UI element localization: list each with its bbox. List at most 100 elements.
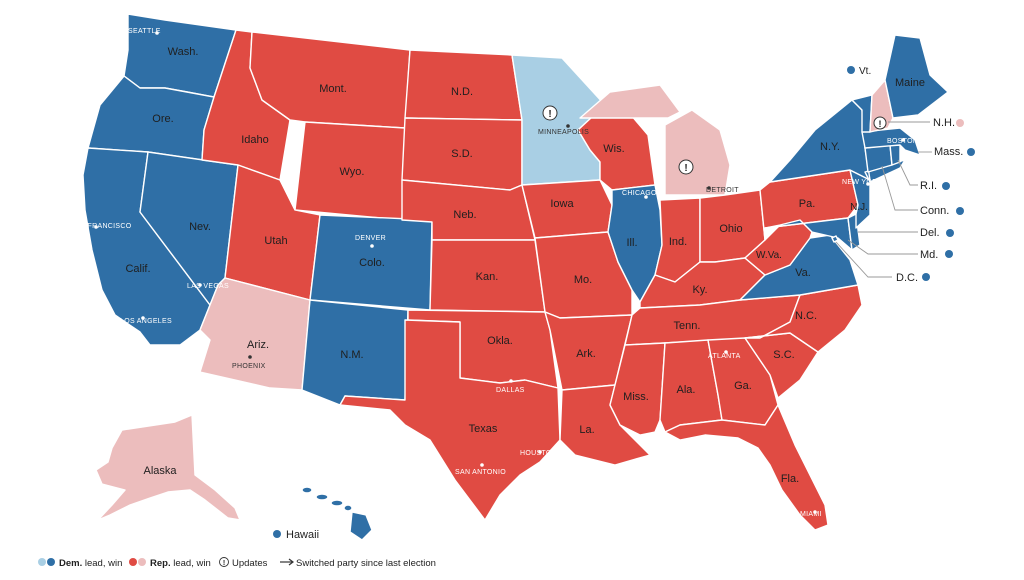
city-atlanta: ATLANTA [708, 350, 741, 360]
svg-text:!: ! [223, 560, 225, 567]
legend-switched: Switched party since last election [296, 558, 436, 569]
svg-text:!: ! [684, 163, 687, 174]
svg-text:ATLANTA: ATLANTA [708, 353, 741, 360]
svg-text:!: ! [879, 119, 882, 129]
svg-text:NEW YORK: NEW YORK [842, 179, 882, 186]
state-nd[interactable] [404, 49, 523, 121]
label-ok: Okla. [487, 335, 513, 347]
svg-text:Md.: Md. [920, 249, 938, 261]
city-houston: HOUSTON [520, 450, 557, 457]
label-tx: Texas [469, 423, 498, 435]
callout-ma: Mass. [918, 146, 975, 158]
label-az: Ariz. [247, 339, 269, 351]
city-san-francisco: SAN FRANCISCO [70, 223, 131, 230]
svg-text:!: ! [548, 109, 551, 120]
label-ky: Ky. [692, 284, 707, 296]
city-chicago: CHICAGO [622, 190, 657, 199]
svg-text:R.I.: R.I. [920, 180, 937, 192]
city-denver: DENVER [355, 235, 386, 248]
city-dallas: DALLAS [496, 379, 525, 394]
callout-md: Md. [847, 239, 953, 261]
update-marker-nh[interactable]: ! [873, 116, 887, 130]
svg-text:MIAMI: MIAMI [800, 511, 822, 518]
callout-ct: Conn. [881, 165, 964, 217]
svg-text:DALLAS: DALLAS [496, 387, 525, 394]
callout-vt: Vt. [847, 66, 871, 77]
state-ma[interactable] [861, 127, 921, 156]
label-il: Ill. [627, 237, 638, 249]
label-la: La. [579, 424, 594, 436]
state-dc[interactable] [831, 235, 839, 243]
svg-text:SEATTLE: SEATTLE [128, 28, 161, 35]
label-sd: S.D. [451, 148, 472, 160]
svg-text:LAS VEGAS: LAS VEGAS [187, 283, 229, 290]
label-wi: Wis. [603, 143, 624, 155]
city-las-vegas: LAS VEGAS [187, 283, 229, 290]
update-marker-mi[interactable]: ! [678, 159, 694, 175]
label-ne: Neb. [453, 209, 476, 221]
svg-text:CHICAGO: CHICAGO [622, 190, 657, 197]
callout-dc: D.C. [835, 241, 930, 284]
svg-text:Del.: Del. [920, 227, 940, 239]
state-vt[interactable] [851, 94, 873, 133]
state-ak[interactable] [95, 414, 241, 521]
update-marker-mn[interactable]: ! [542, 105, 558, 121]
label-ak: Alaska [143, 465, 177, 477]
legend: Dem. lead, win Rep. lead, win ! Updates … [38, 557, 436, 569]
callout-nh: N.H. [888, 117, 964, 129]
label-ca: Calif. [125, 263, 150, 275]
state-fl[interactable] [664, 404, 829, 531]
svg-text:D.C.: D.C. [896, 272, 918, 284]
label-mt: Mont. [319, 83, 347, 95]
callout-de: Del. [858, 227, 954, 239]
label-nm: N.M. [340, 349, 363, 361]
label-or: Ore. [152, 113, 173, 125]
label-nj: N.J. [850, 202, 868, 213]
state-tx[interactable] [339, 319, 561, 521]
city-new-york: NEW YORK [842, 179, 882, 186]
svg-text:BOSTON: BOSTON [887, 138, 918, 145]
city-boston: BOSTON [887, 138, 918, 145]
label-nd: N.D. [451, 86, 473, 98]
label-wy: Wyo. [340, 166, 365, 178]
city-san-antonio: SAN ANTONIO [455, 463, 506, 476]
state-hi[interactable] [301, 486, 373, 541]
label-co: Colo. [359, 257, 385, 269]
legend-rep: Rep. lead, win [150, 558, 211, 569]
label-in: Ind. [669, 236, 687, 248]
label-wa: Wash. [168, 46, 199, 58]
label-hi: Hawaii [286, 529, 319, 541]
label-tn: Tenn. [674, 320, 701, 332]
label-mo: Mo. [574, 274, 592, 286]
svg-text:Mass.: Mass. [934, 146, 963, 158]
label-ny: N.Y. [820, 141, 840, 153]
state-me[interactable] [884, 34, 949, 119]
legend-updates: Updates [232, 558, 268, 569]
label-pa: Pa. [799, 198, 816, 210]
label-me: Maine [895, 77, 925, 89]
city-san-diego: SAN DIEGO [137, 343, 179, 353]
city-detroit: DETROIT [706, 186, 739, 194]
label-id: Idaho [241, 134, 269, 146]
label-nc: N.C. [795, 310, 817, 322]
label-sc: S.C. [773, 349, 794, 361]
city-phoenix: PHOENIX [232, 355, 266, 370]
label-oh: Ohio [719, 223, 742, 235]
label-ga: Ga. [734, 380, 752, 392]
svg-text:Conn.: Conn. [920, 205, 949, 217]
label-ar: Ark. [576, 348, 596, 360]
callout-ri: R.I. [897, 159, 950, 192]
svg-text:SAN ANTONIO: SAN ANTONIO [455, 469, 506, 476]
svg-text:SAN DIEGO: SAN DIEGO [137, 346, 179, 353]
legend-update-icon: ! [219, 557, 229, 567]
label-va: Va. [795, 267, 811, 279]
city-los-angeles: LOS ANGELES [120, 316, 172, 325]
svg-text:PHOENIX: PHOENIX [232, 363, 266, 370]
svg-text:N.H.: N.H. [933, 117, 955, 129]
state-nc[interactable] [744, 284, 863, 353]
label-ms: Miss. [623, 391, 649, 403]
label-al: Ala. [677, 384, 696, 396]
label-ks: Kan. [476, 271, 499, 283]
